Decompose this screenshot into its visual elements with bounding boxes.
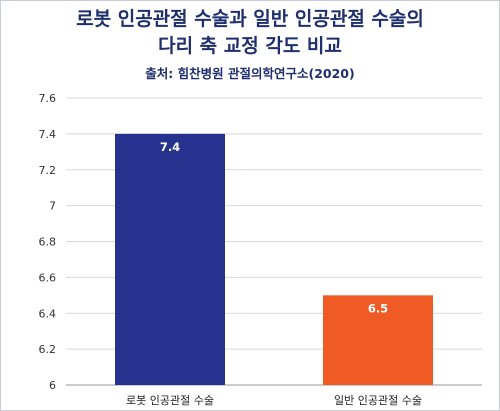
chart-subtitle: 출처: 힘찬병원 관절의학연구소(2020) [145,66,355,81]
y-tick-label: 6.4 [39,307,57,320]
x-category-label: 로봇 인공관절 수술 [126,394,214,407]
chart-title: 로봇 인공관절 수술과 일반 인공관절 수술의 다리 축 교정 각도 비교 [0,6,500,60]
bar [115,133,225,385]
y-tick-label: 7.4 [39,128,57,141]
y-tick-label: 6.6 [39,271,57,284]
y-tick-label: 6.2 [39,343,57,356]
y-tick-label: 7.2 [39,164,57,177]
y-tick-label: 7.6 [39,92,57,105]
y-tick-label: 6 [49,379,56,392]
chart-title-line-1: 로봇 인공관절 수술과 일반 인공관절 수술의 [76,8,424,30]
y-tick-label: 7 [49,200,56,213]
y-tick-label: 6.8 [39,236,57,249]
x-category-label: 일반 인공관절 수술 [334,393,422,407]
bar [323,295,433,385]
data-label: 7.4 [160,140,180,154]
chart-title-line-2: 다리 축 교정 각도 비교 [158,35,342,57]
data-label: 6.5 [368,301,388,315]
